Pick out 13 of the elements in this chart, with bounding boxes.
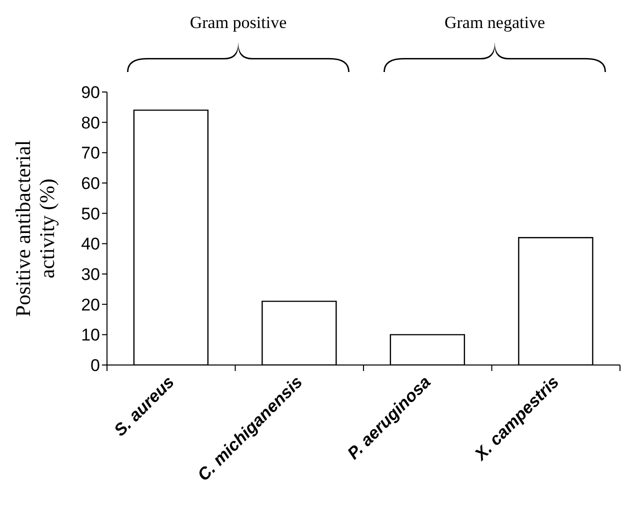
y-tick-label: 20	[81, 295, 100, 314]
y-axis-title: Positive antibacterial activity (%)	[11, 140, 59, 317]
y-tick-label: 40	[81, 234, 100, 254]
y-tick-label: 80	[81, 113, 100, 132]
y-tick-label: 30	[81, 265, 100, 284]
y-tick-label: 0	[90, 356, 100, 376]
y-tick-label: 50	[81, 204, 100, 224]
y-tick-label: 10	[81, 326, 100, 345]
text: Gram positive	[190, 13, 287, 32]
text: Gram negative	[444, 13, 546, 32]
y-tick-label: 90	[81, 83, 100, 102]
y-tick-label: 70	[81, 144, 100, 163]
y-tick-label: 60	[81, 174, 100, 194]
